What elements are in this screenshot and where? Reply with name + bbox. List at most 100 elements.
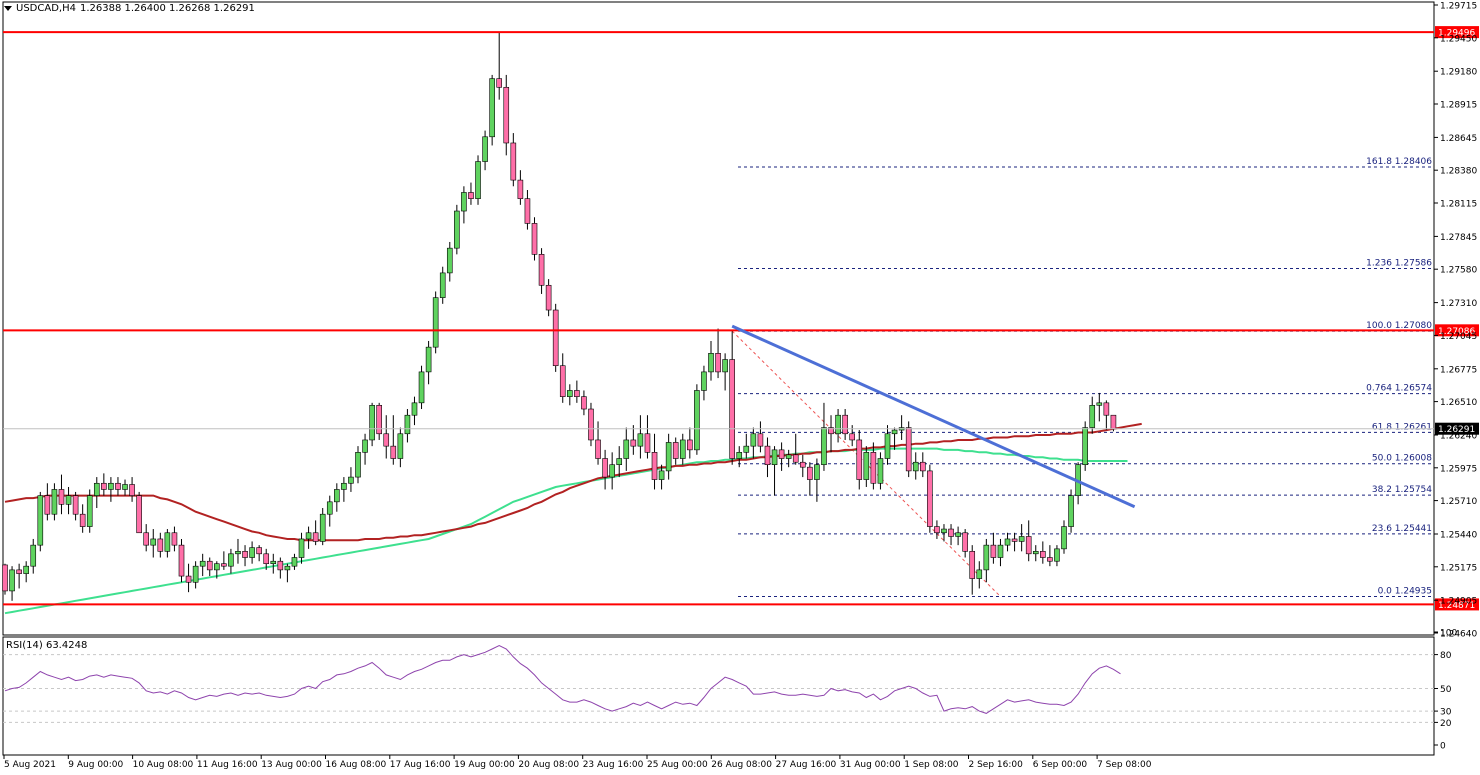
candle bbox=[461, 186, 467, 224]
candle bbox=[708, 340, 714, 381]
y-tick-label: 1.25710 bbox=[1440, 497, 1477, 507]
candle bbox=[235, 538, 241, 564]
candle bbox=[136, 491, 142, 534]
candle bbox=[129, 477, 135, 502]
candle bbox=[143, 524, 149, 552]
candle-body bbox=[263, 553, 270, 565]
candle-body bbox=[157, 538, 164, 552]
candle-body bbox=[1061, 526, 1067, 550]
level-tag-1 bbox=[1435, 324, 1479, 337]
candle-body bbox=[171, 532, 178, 546]
candle-body bbox=[891, 429, 898, 435]
fib-label-0: 161.8 1.28406 bbox=[1366, 157, 1432, 167]
candle-body bbox=[150, 538, 157, 546]
candle bbox=[432, 291, 439, 354]
candle bbox=[9, 566, 15, 601]
chart-header: USDCAD,H4 1.26388 1.26400 1.26268 1.2629… bbox=[4, 3, 255, 14]
candle-body bbox=[221, 563, 227, 567]
candle-body bbox=[72, 495, 79, 515]
candle-body bbox=[736, 452, 743, 459]
dropdown-arrow-icon[interactable] bbox=[4, 6, 12, 11]
candle-body bbox=[602, 458, 608, 478]
candle bbox=[771, 446, 778, 496]
candle bbox=[411, 396, 418, 426]
candle-body bbox=[425, 346, 432, 373]
candle-body bbox=[672, 442, 679, 459]
descending-trendline bbox=[731, 324, 1136, 509]
candle bbox=[729, 331, 735, 465]
candle bbox=[637, 415, 644, 459]
ma-fast-line bbox=[4, 447, 1128, 615]
x-tick-label: 9 Aug 00:00 bbox=[68, 760, 123, 770]
candle-body bbox=[750, 433, 757, 447]
fib-label-6: 38.2 1.25754 bbox=[1372, 485, 1432, 495]
rsi-tick-label: 20 bbox=[1440, 719, 1452, 729]
candle bbox=[1047, 545, 1053, 567]
candle bbox=[609, 452, 615, 490]
trend-line[interactable] bbox=[731, 324, 1136, 509]
candle bbox=[482, 130, 488, 171]
candle-body bbox=[2, 564, 8, 592]
candle-body bbox=[517, 179, 524, 199]
level-tag-2 bbox=[1435, 598, 1479, 611]
candle-body bbox=[1103, 402, 1110, 416]
y-tick-label: 1.26775 bbox=[1440, 365, 1477, 375]
candle-body bbox=[390, 445, 397, 459]
candle-body bbox=[411, 402, 418, 416]
candle-body bbox=[715, 353, 721, 373]
candle bbox=[65, 486, 72, 515]
candle bbox=[369, 402, 375, 447]
candle bbox=[722, 353, 728, 391]
candle-body bbox=[771, 449, 778, 466]
x-tick-label: 19 Aug 00:00 bbox=[454, 760, 515, 770]
candle-body bbox=[877, 458, 884, 484]
x-tick-label: 31 Aug 00:00 bbox=[840, 760, 901, 770]
fib-label-5: 50.0 1.26008 bbox=[1372, 454, 1432, 464]
candle-body bbox=[369, 405, 375, 441]
candle-body bbox=[30, 544, 37, 567]
candle bbox=[792, 433, 799, 465]
candlesticks bbox=[2, 31, 1117, 601]
candle bbox=[206, 557, 213, 577]
candle-body bbox=[1032, 551, 1039, 555]
candle-body bbox=[637, 433, 644, 447]
candle bbox=[679, 433, 686, 465]
candle bbox=[687, 427, 693, 459]
candle bbox=[623, 427, 630, 471]
support-resistance-lines[interactable]: 1.29496 1.27086 1.24871 1.26291 bbox=[3, 26, 1479, 611]
candle-body bbox=[319, 513, 326, 542]
candle bbox=[828, 415, 834, 453]
candle-body bbox=[990, 544, 997, 558]
current-price-text: 1.26291 bbox=[1438, 425, 1475, 435]
y-tick-label: 1.27845 bbox=[1440, 233, 1477, 243]
x-tick-label: 13 Aug 00:00 bbox=[261, 760, 322, 770]
candle-body bbox=[559, 365, 566, 397]
candle-body bbox=[1004, 538, 1011, 546]
y-tick-label: 1.29180 bbox=[1440, 68, 1477, 78]
candle-body bbox=[461, 192, 467, 212]
candle bbox=[93, 477, 100, 509]
candle-body bbox=[941, 528, 947, 534]
candle-body bbox=[863, 452, 870, 480]
candle-body bbox=[842, 414, 848, 435]
candle bbox=[164, 529, 171, 558]
candle bbox=[157, 532, 164, 558]
candle bbox=[877, 452, 884, 490]
candle-body bbox=[792, 454, 799, 463]
candle-body bbox=[799, 461, 806, 468]
candle-body bbox=[228, 553, 234, 567]
candle-body bbox=[496, 78, 503, 88]
candle bbox=[997, 538, 1004, 567]
candle-body bbox=[136, 495, 142, 534]
current-price-tag bbox=[1435, 422, 1479, 435]
candle bbox=[489, 74, 495, 146]
candle bbox=[990, 532, 997, 564]
candle-body bbox=[79, 513, 86, 527]
fib-label-7: 23.6 1.25441 bbox=[1372, 524, 1432, 534]
x-tick-label: 26 Aug 08:00 bbox=[711, 760, 772, 770]
rsi-tick-label: 100 bbox=[1440, 629, 1457, 639]
candle bbox=[334, 483, 340, 512]
candle-body bbox=[1089, 405, 1096, 428]
candle-body bbox=[1096, 402, 1103, 406]
